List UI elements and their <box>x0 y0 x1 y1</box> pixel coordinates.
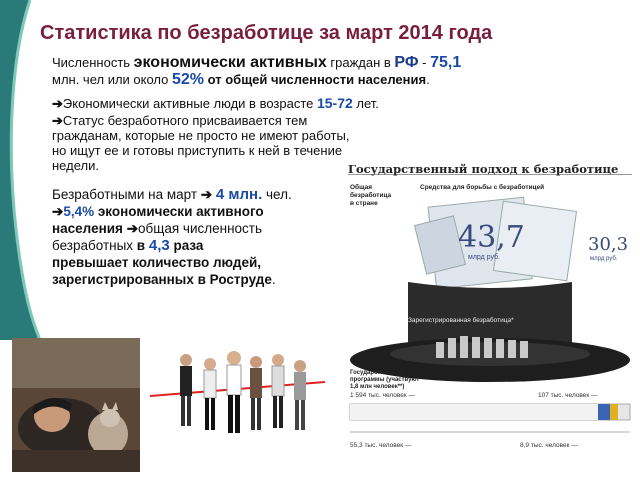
ratio-value: 4,3 <box>148 237 170 254</box>
side-amount: 30,3 <box>588 234 629 255</box>
infographic-subtitle: Средства для борьбы с безработицей <box>420 184 545 191</box>
unemp-text: . <box>271 272 276 287</box>
registered-label: Зарегистрированная безработица* <box>408 317 514 324</box>
arrow-right-icon: ➔ <box>126 221 138 236</box>
active-count: 75,1 <box>430 54 462 71</box>
unemp-highlight: в <box>136 238 149 253</box>
age-text: лет. <box>352 96 379 111</box>
infographic: Государственный подход к безработице Общ… <box>348 162 632 472</box>
unemp-percent: 5,4% <box>63 204 95 219</box>
intro-text: . <box>426 72 430 87</box>
active-percent: 52% <box>172 71 205 88</box>
program-stat: 8,9 тыс. человек — <box>520 442 578 449</box>
intro-text: - <box>418 55 431 70</box>
unemp-text: безработных <box>52 238 137 253</box>
country-label: РФ <box>394 54 419 71</box>
program-stat: 55,3 тыс. человек — <box>350 442 412 449</box>
unemp-highlight: превышает количество людей, <box>52 255 262 270</box>
programs-label: Государственные программы (участвуют 1,8… <box>350 370 420 390</box>
status-text: но ищут ее и готовы приступить к ней в т… <box>52 143 343 158</box>
unemp-highlight: зарегистрированных в Роструде <box>52 272 272 287</box>
intro-text: млн. чел или около <box>52 72 172 87</box>
unemp-highlight: населения <box>52 221 123 236</box>
age-range: 15-72 <box>316 95 353 111</box>
status-text: гражданам, которые не просто не имеют ра… <box>52 128 350 143</box>
funds-unit: млрд руб. <box>468 254 501 261</box>
unemp-count: 4 млн. <box>215 186 263 203</box>
page-title: Статистика по безработице за март 2014 г… <box>40 22 493 44</box>
arrow-right-icon: ➔ <box>52 96 63 111</box>
intro-text: граждан в <box>326 55 395 70</box>
unemp-highlight: раза <box>169 238 204 253</box>
intro-paragraph: Численность экономически активных гражда… <box>52 54 612 88</box>
unemp-highlight: экономически активного <box>94 204 264 219</box>
arrow-right-icon: ➔ <box>52 113 63 128</box>
sleeping-man-photo <box>12 338 140 472</box>
age-row: ➔Экономически активные люди в возрасте 1… <box>52 95 379 112</box>
intro-highlight: экономически активных <box>133 54 327 71</box>
hat-illustration <box>348 174 632 433</box>
unemp-text: чел. <box>262 187 292 202</box>
crowd-finish-photo <box>150 338 325 472</box>
decorative-curve <box>0 0 42 340</box>
unemp-text: общая численность <box>138 221 263 236</box>
intro-text: Численность <box>52 55 134 70</box>
infographic-title: Государственный подход к безработице <box>348 162 619 176</box>
age-text: Экономически активные люди в возрасте <box>62 96 317 111</box>
program-stat: 1 594 тыс. человек — <box>350 392 415 399</box>
status-text: недели. <box>52 158 99 173</box>
arrow-right-icon: ➔ <box>200 187 213 202</box>
infographic-subtitle: Общая безработица в стране <box>350 184 392 207</box>
intro-highlight: от общей численности населения <box>204 72 427 87</box>
program-stat: 107 тыс. человек — <box>538 392 598 399</box>
status-text: Статус безработного присваивается тем <box>62 113 308 128</box>
side-unit: млрд руб. <box>590 256 618 262</box>
unemployment-paragraph: Безработными на март ➔ 4 млн. чел. ➔5,4%… <box>52 186 352 288</box>
status-row: ➔Статус безработного присваивается тем г… <box>52 113 349 173</box>
unemp-text: Безработными на март <box>52 187 201 202</box>
funds-amount: 43,7 <box>458 220 525 255</box>
arrow-right-icon: ➔ <box>52 204 64 219</box>
